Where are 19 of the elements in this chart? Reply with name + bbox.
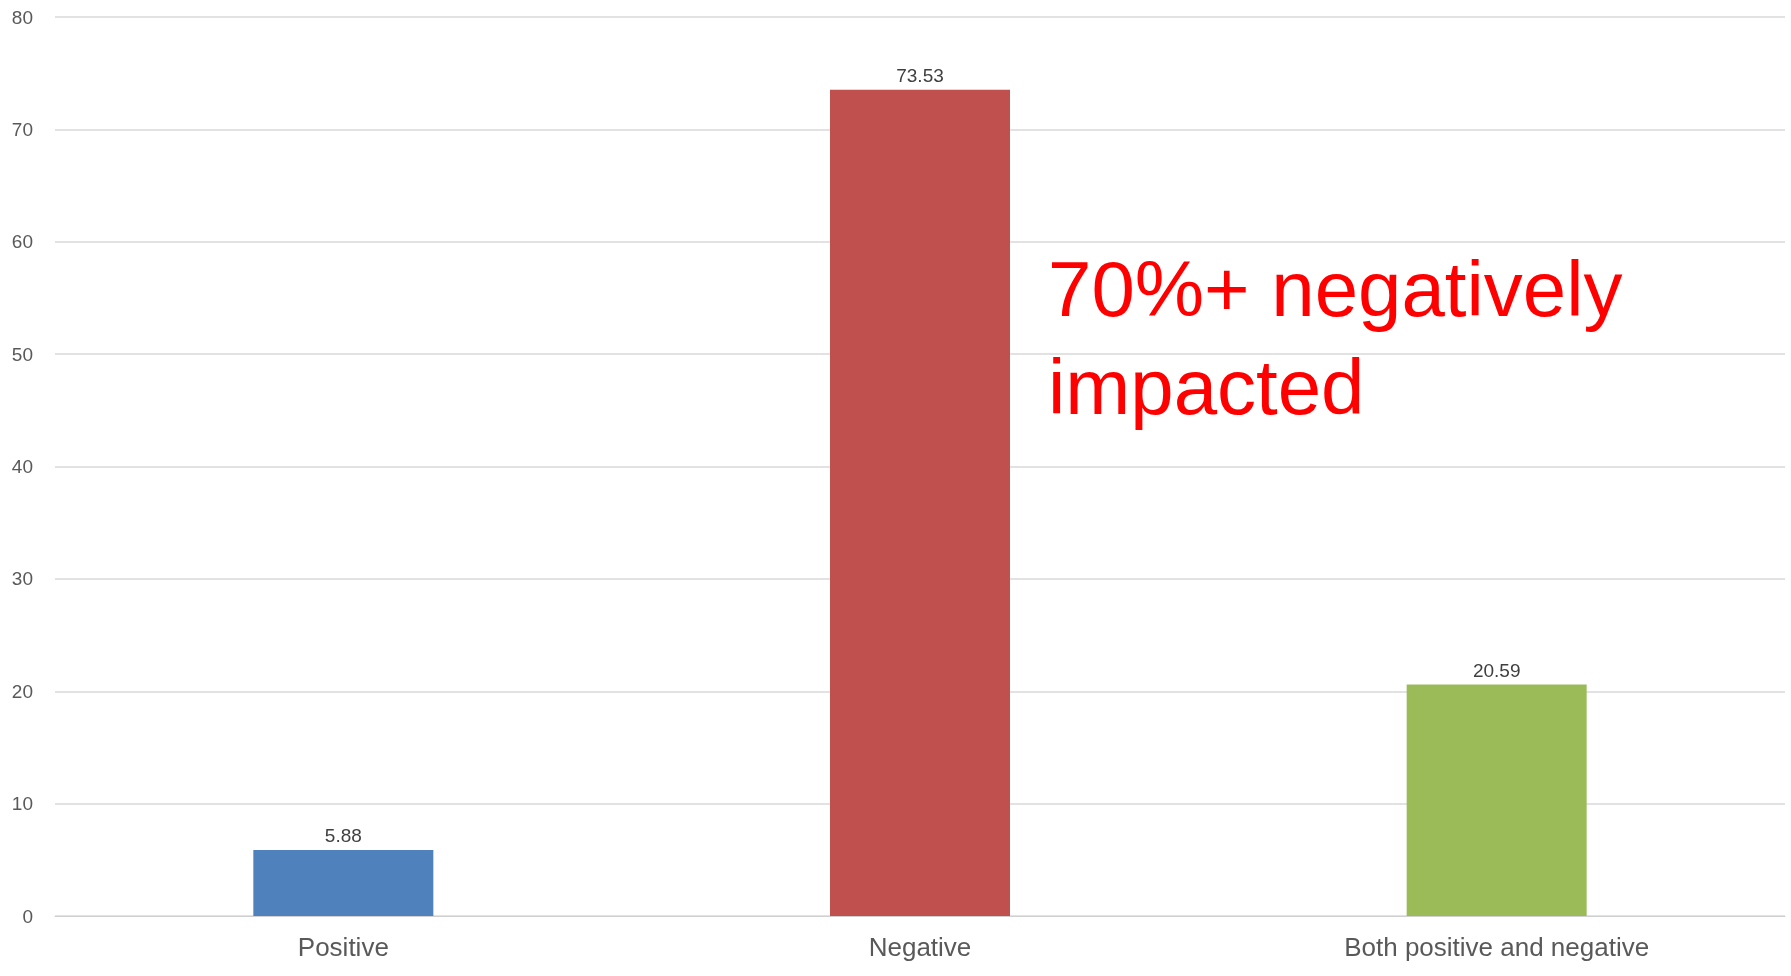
data-label: 73.53	[896, 64, 944, 86]
y-tick-label: 50	[11, 343, 33, 365]
data-label: 5.88	[324, 824, 362, 846]
annotation: 70%+ negatively impacted	[1048, 245, 1623, 431]
y-tick-label: 80	[11, 6, 33, 28]
y-tick-label: 70	[11, 118, 33, 140]
y-tick-label: 30	[11, 568, 33, 590]
y-tick-label: 0	[22, 905, 33, 927]
y-tick-label: 60	[11, 231, 33, 253]
y-tick-label: 10	[11, 793, 33, 815]
bar	[1406, 684, 1587, 916]
bar	[830, 89, 1010, 916]
x-tick-label: Both positive and negative	[1344, 932, 1650, 962]
data-label: 20.59	[1472, 659, 1521, 681]
bar	[253, 849, 434, 916]
x-tick-label: Positive	[297, 932, 389, 962]
y-tick-label: 20	[11, 680, 33, 702]
x-tick-label: Negative	[868, 932, 972, 962]
y-tick-label: 40	[11, 456, 33, 477]
